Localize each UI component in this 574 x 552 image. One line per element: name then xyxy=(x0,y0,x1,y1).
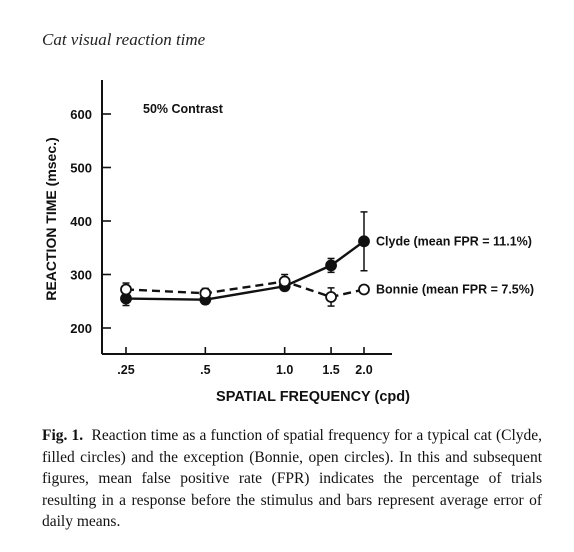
series-label-clyde: Clyde (mean FPR = 11.1%) xyxy=(376,234,532,248)
figure-caption: Fig. 1. Reaction time as a function of s… xyxy=(42,425,542,533)
data-point-clyde xyxy=(325,259,337,272)
series-label-bonnie: Bonnie (mean FPR = 7.5%) xyxy=(376,282,534,296)
caption-text: Reaction time as a function of spatial f… xyxy=(42,427,543,530)
axes: 200 300 400 500 600 .25 .5 1.0 1.5 2.0 xyxy=(70,80,392,377)
y-tick-label: 600 xyxy=(70,107,92,122)
reaction-time-chart: 200 300 400 500 600 .25 .5 1.0 1.5 2.0 Clyde (mea… xyxy=(43,80,534,405)
y-tick-label: 200 xyxy=(70,321,92,336)
y-tick-label: 300 xyxy=(70,268,92,283)
data-point-bonnie xyxy=(120,283,132,296)
data-point-bonnie xyxy=(278,275,291,288)
data-point-clyde xyxy=(358,235,370,248)
data-point-bonnie xyxy=(358,283,370,296)
y-axis-title: REACTION TIME (msec.) xyxy=(43,137,59,300)
x-tick-label: .5 xyxy=(200,363,210,377)
series-layer: Clyde (mean FPR = 11.1%) Bonnie (mean FPR… xyxy=(120,211,534,307)
data-point-bonnie xyxy=(199,287,212,300)
data-point-bonnie xyxy=(325,291,337,303)
x-tick-label: 2.0 xyxy=(355,363,372,377)
contrast-annotation: 50% Contrast xyxy=(143,102,224,116)
x-axis-title: SPATIAL FREQUENCY (cpd) xyxy=(216,389,410,405)
y-tick-label: 500 xyxy=(70,161,92,176)
x-tick-label: .25 xyxy=(117,363,134,377)
caption-label: Fig. 1. xyxy=(42,427,84,444)
x-tick-label: 1.0 xyxy=(276,363,293,377)
page-heading: Cat visual reaction time xyxy=(42,30,206,49)
y-tick-label: 400 xyxy=(70,214,92,229)
x-tick-label: 1.5 xyxy=(322,363,339,377)
